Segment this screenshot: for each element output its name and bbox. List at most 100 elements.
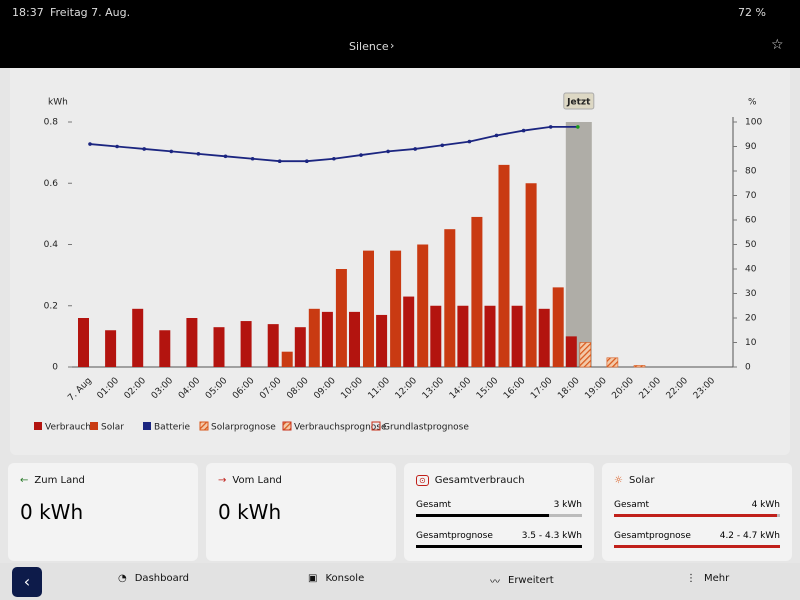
legend-label: Grundlastprognose [383,423,469,433]
bar [78,318,89,367]
y2-tick-label: 30 [745,289,757,299]
battery-point [142,147,146,151]
y-tick-label: 0.2 [44,301,58,311]
card-title: Zum Land [34,475,85,486]
bar [606,357,619,368]
battery-point [359,153,363,157]
card-value: 0 kWh [20,500,84,524]
x-tick-label: 15:00 [475,376,501,402]
battery-point [169,149,174,154]
bar [390,250,402,367]
bar [321,311,333,367]
battery-point [277,159,282,163]
x-tick-label: 05:00 [204,376,230,402]
bar [484,305,496,367]
card-title: Gesamtverbrauch [434,475,525,486]
legend-swatch [282,421,292,431]
battery-point [386,149,390,154]
battery-line [89,126,578,163]
legend-swatch [90,422,98,430]
tab[interactable]: ⋮ Mehr [686,573,730,584]
x-tick-label: 09:00 [312,376,338,402]
y2-tick-label: 60 [745,216,757,226]
bar [132,308,144,367]
row-label: Gesamt [416,500,452,510]
bar [267,324,279,367]
x-tick-label: 03:00 [150,376,176,402]
bar [213,327,225,367]
card: → Vom Land 0 kWh [206,463,396,561]
tab[interactable]: 〰 Erweitert [490,575,554,588]
x-tick-label: 07:00 [258,376,284,402]
progress [614,545,780,548]
battery-point [440,143,445,148]
header: 18:37 Freitag 7. Aug. 72 % Silence › ☆ [0,0,800,68]
battery-point [576,125,580,129]
legend-swatch [34,422,42,430]
battery-point [467,139,472,144]
y2-tick-label: 50 [745,240,757,250]
back-button[interactable]: ‹ [12,567,42,597]
legend-swatch [143,422,151,430]
y2-tick-label: 90 [745,142,757,152]
legend-label: Verbrauch [45,423,91,433]
y-tick-label: 0.4 [44,240,59,250]
y2-tick-label: 80 [745,167,757,177]
y2-tick-label: 10 [745,338,757,348]
battery-point [223,154,228,159]
x-tick-label: 16:00 [502,376,528,402]
bar [403,296,415,367]
card: ← Zum Land 0 kWh [8,463,198,561]
battery-point [250,156,255,161]
battery-point [305,159,309,163]
favorite-icon[interactable]: ☆ [771,37,784,53]
bar [457,305,469,367]
y2-tick-label: 0 [745,363,751,373]
tab-label: Erweitert [508,575,554,586]
progress [614,514,780,517]
x-tick-label: 10:00 [339,376,365,402]
x-tick-label: 17:00 [529,376,555,402]
bar [444,229,456,367]
bar [552,287,564,367]
bar [105,330,117,367]
now-label-bg [563,92,595,110]
bar [308,308,320,367]
bar [294,327,306,367]
bar [159,330,171,367]
x-tick-label: 02:00 [123,376,149,402]
bar [633,365,646,368]
x-tick-label: 11:00 [367,376,393,402]
legend-swatch [371,421,381,431]
row-value: 4 kWh [751,500,780,510]
x-tick-label: 01:00 [96,376,122,402]
y-tick-label: 0 [52,363,58,373]
legend-swatch [199,421,209,431]
x-tick-label: 21:00 [638,376,664,402]
row-value: 3 kWh [553,500,582,510]
card-value: 0 kWh [218,500,282,524]
battery-point [196,152,201,156]
tab-label: Konsole [325,573,365,584]
x-tick-label: 06:00 [231,376,257,402]
bar [565,336,577,367]
tab[interactable]: ▣ Konsole [308,573,365,584]
row-label: Gesamt [614,500,650,510]
card: ⊙ Gesamtverbrauch Gesamt 3 kWh Gesamtprogn… [404,463,594,561]
battery-point [115,144,119,149]
battery-point [494,133,499,138]
tab[interactable]: ◔ Dashboard [118,573,189,584]
y2-tick-label: 40 [745,265,757,275]
battery-point [413,147,418,151]
nav-title[interactable]: Silence [349,40,389,53]
x-tick-label: 04:00 [177,376,203,402]
now-label: Jetzt [566,98,591,108]
bar [579,342,592,368]
bar [471,216,483,367]
y-tick-label: 0.8 [44,118,59,128]
row-label: Gesamtprognose [614,531,691,541]
bar [363,250,374,367]
y-tick-label: 0.6 [44,179,59,189]
tab-bar: ‹ ◔ Dashboard ▣ Konsole 〰 Erweitert ⋮ Mehr [0,563,800,600]
